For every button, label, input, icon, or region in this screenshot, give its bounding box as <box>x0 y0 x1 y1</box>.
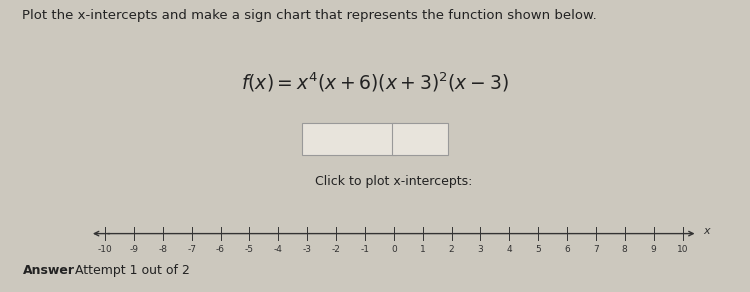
Text: -10: -10 <box>98 245 112 254</box>
Text: -6: -6 <box>216 245 225 254</box>
Text: -2: -2 <box>332 245 340 254</box>
Text: -8: -8 <box>158 245 167 254</box>
Text: Click to plot x-intercepts:: Click to plot x-intercepts: <box>315 175 472 188</box>
Text: Start over: Start over <box>321 134 376 144</box>
Text: 5: 5 <box>536 245 541 254</box>
Text: 2: 2 <box>448 245 454 254</box>
Text: -5: -5 <box>244 245 254 254</box>
Text: -3: -3 <box>302 245 312 254</box>
Text: Attempt 1 out of 2: Attempt 1 out of 2 <box>75 264 190 277</box>
Text: Plot the x-intercepts and make a sign chart that represents the function shown b: Plot the x-intercepts and make a sign ch… <box>22 9 597 22</box>
Text: 6: 6 <box>564 245 570 254</box>
Text: $f(x) = x^4(x+6)(x+3)^2(x-3)$: $f(x) = x^4(x+6)(x+3)^2(x-3)$ <box>242 70 509 93</box>
Text: -7: -7 <box>188 245 196 254</box>
Text: 1: 1 <box>420 245 425 254</box>
FancyBboxPatch shape <box>302 123 396 155</box>
Text: -9: -9 <box>130 245 139 254</box>
Text: -1: -1 <box>360 245 369 254</box>
Text: x: x <box>704 226 710 236</box>
Text: Answer: Answer <box>22 264 74 277</box>
Text: Done: Done <box>405 134 434 144</box>
Text: -4: -4 <box>274 245 283 254</box>
Text: 3: 3 <box>478 245 483 254</box>
FancyBboxPatch shape <box>392 123 448 155</box>
Text: 0: 0 <box>391 245 397 254</box>
Text: 8: 8 <box>622 245 628 254</box>
Text: 9: 9 <box>651 245 656 254</box>
Text: 4: 4 <box>506 245 512 254</box>
Text: 10: 10 <box>676 245 688 254</box>
Text: 7: 7 <box>593 245 598 254</box>
